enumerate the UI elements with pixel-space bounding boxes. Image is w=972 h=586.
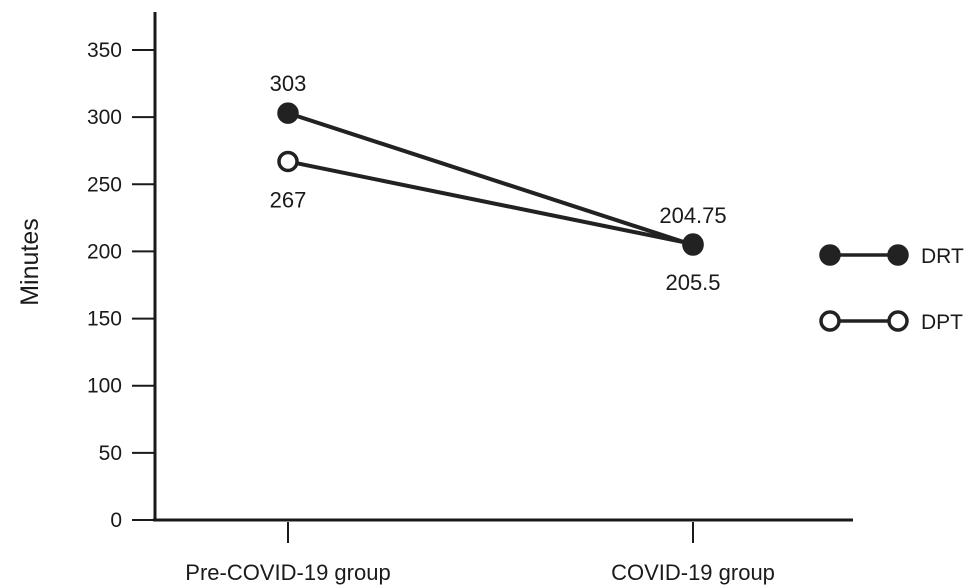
legend-item-drt: DRT xyxy=(819,244,964,268)
data-point-drt xyxy=(277,102,299,124)
data-label-drt: 204.75 xyxy=(659,203,726,228)
legend-label: DRT xyxy=(921,245,964,268)
data-labels: 303 204.75 267 205.5 xyxy=(270,71,727,295)
legend: DRT DPT xyxy=(819,244,964,334)
x-category-label: Pre-COVID-19 group xyxy=(185,560,390,585)
series-lines xyxy=(287,111,694,247)
data-label-dpt: 205.5 xyxy=(665,270,720,295)
x-categories: Pre-COVID-19 group COVID-19 group xyxy=(185,522,775,585)
y-tick-label: 150 xyxy=(87,308,122,331)
legend-marker xyxy=(819,310,841,332)
legend-item-dpt: DPT xyxy=(819,310,963,334)
x-category-label: COVID-19 group xyxy=(611,560,775,585)
y-tick-label: 350 xyxy=(87,39,122,62)
y-tick-label: 0 xyxy=(110,509,122,532)
legend-marker xyxy=(887,244,909,266)
data-point-drt xyxy=(682,234,704,256)
y-tick-label: 50 xyxy=(99,442,122,465)
series-line-dpt xyxy=(287,159,694,247)
y-ticks: 0 50 100 150 200 250 300 350 xyxy=(87,39,155,532)
y-tick-label: 200 xyxy=(87,240,122,263)
series-points xyxy=(277,102,704,256)
y-tick-label: 250 xyxy=(87,173,122,196)
data-label-dpt: 267 xyxy=(270,187,307,212)
y-axis-title: Minutes xyxy=(16,218,44,306)
data-label-drt: 303 xyxy=(270,71,307,96)
y-tick-label: 300 xyxy=(87,106,122,129)
legend-marker xyxy=(887,310,909,332)
legend-marker xyxy=(819,244,841,266)
y-tick-label: 100 xyxy=(87,375,122,398)
legend-label: DPT xyxy=(921,311,963,334)
series-line-drt xyxy=(287,111,694,247)
data-point-dpt xyxy=(277,150,299,173)
